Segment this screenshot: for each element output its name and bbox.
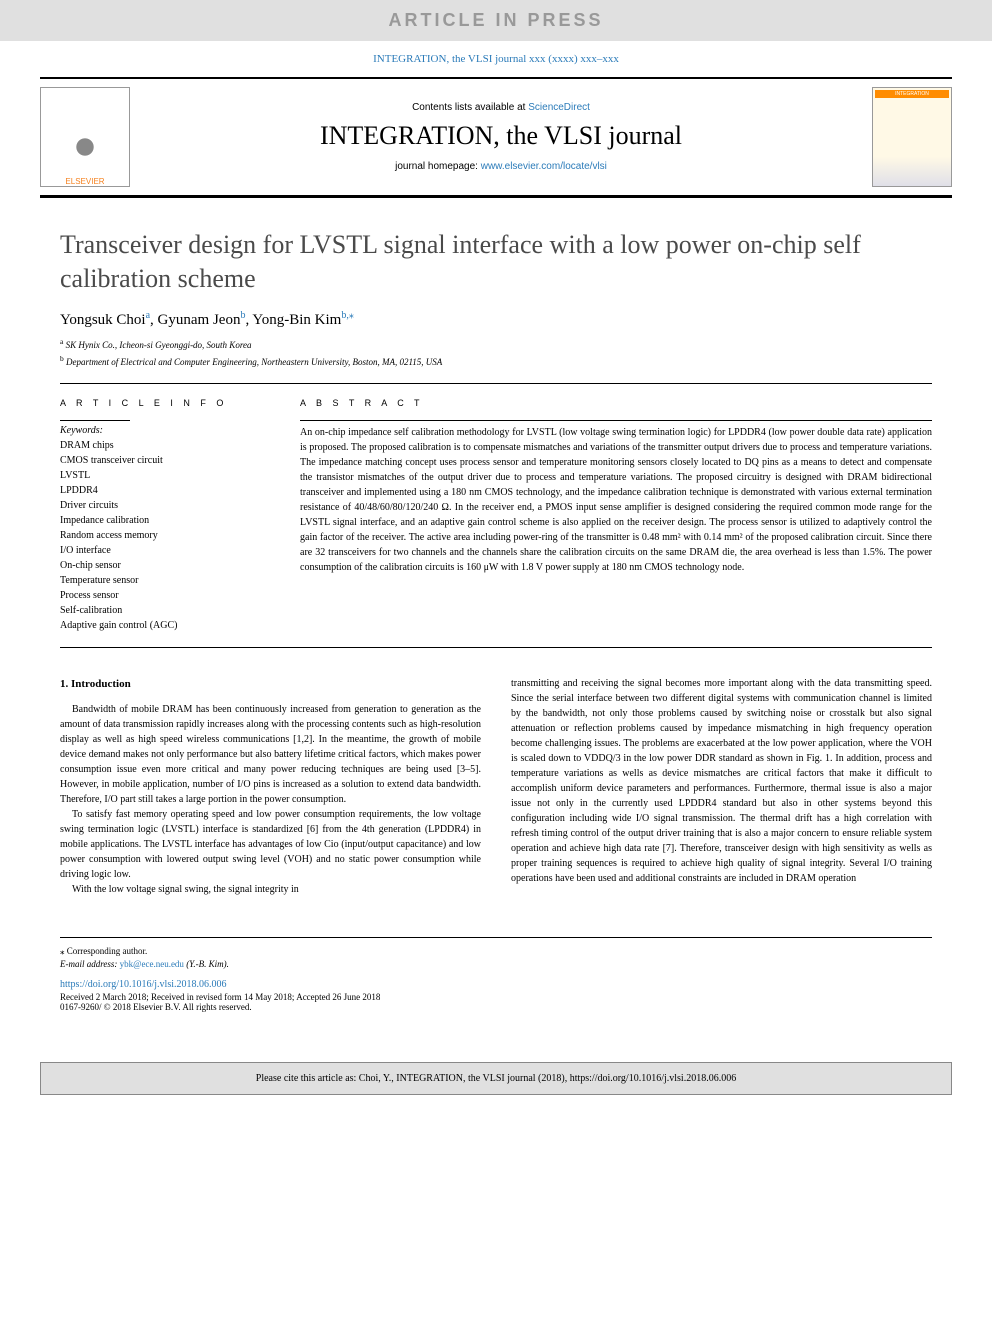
corresponding-author-note: ⁎ Corresponding author.: [60, 946, 932, 957]
body-para-4: transmitting and receiving the signal be…: [511, 676, 932, 886]
keywords-label: Keywords:: [60, 425, 260, 436]
keyword-item: I/O interface: [60, 543, 260, 558]
author-1-affil: a: [146, 310, 150, 321]
info-abstract-row: A R T I C L E I N F O Keywords: DRAM chi…: [60, 383, 932, 648]
publisher-name: ELSEVIER: [65, 177, 104, 186]
affiliation-a: a SK Hynix Co., Icheon-si Gyeonggi-do, S…: [60, 337, 932, 350]
keywords-list: DRAM chipsCMOS transceiver circuitLVSTLL…: [60, 438, 260, 633]
body-para-1: Bandwidth of mobile DRAM has been contin…: [60, 702, 481, 807]
article-title: Transceiver design for LVSTL signal inte…: [60, 228, 932, 296]
info-divider: [60, 420, 130, 421]
keyword-item: Adaptive gain control (AGC): [60, 618, 260, 633]
section-1-heading: 1. Introduction: [60, 676, 481, 693]
email-suffix: (Y.-B. Kim).: [184, 959, 229, 969]
author-3: Yong-Bin Kim: [252, 312, 341, 328]
abstract-divider: [300, 420, 932, 421]
affil-a-sup: a: [60, 337, 63, 346]
journal-reference-line: INTEGRATION, the VLSI journal xxx (xxxx)…: [0, 41, 992, 77]
body-column-left: 1. Introduction Bandwidth of mobile DRAM…: [60, 676, 481, 898]
homepage-link[interactable]: www.elsevier.com/locate/vlsi: [481, 161, 607, 172]
keyword-item: Impedance calibration: [60, 513, 260, 528]
sciencedirect-link[interactable]: ScienceDirect: [528, 102, 590, 113]
citation-box: Please cite this article as: Choi, Y., I…: [40, 1062, 952, 1095]
contents-prefix: Contents lists available at: [412, 102, 528, 113]
body-para-3: With the low voltage signal swing, the s…: [60, 882, 481, 897]
doi-link[interactable]: https://doi.org/10.1016/j.vlsi.2018.06.0…: [60, 979, 227, 990]
abstract-text: An on-chip impedance self calibration me…: [300, 425, 932, 575]
cover-badge: INTEGRATION: [875, 90, 949, 98]
email-link[interactable]: ybk@ece.neu.edu: [120, 959, 184, 969]
homepage-prefix: journal homepage:: [395, 161, 481, 172]
article-info-column: A R T I C L E I N F O Keywords: DRAM chi…: [60, 398, 260, 633]
author-2: Gyunam Jeon: [158, 312, 241, 328]
article-content: Transceiver design for LVSTL signal inte…: [0, 198, 992, 1042]
author-3-affil: b,: [341, 310, 349, 321]
body-two-column: 1. Introduction Bandwidth of mobile DRAM…: [60, 676, 932, 898]
authors-line: Yongsuk Choia, Gyunam Jeonb, Yong-Bin Ki…: [60, 310, 932, 329]
email-label: E-mail address:: [60, 959, 120, 969]
keyword-item: DRAM chips: [60, 438, 260, 453]
keyword-item: On-chip sensor: [60, 558, 260, 573]
copyright-line: 0167-9260/ © 2018 Elsevier B.V. All righ…: [60, 1002, 932, 1012]
author-1: Yongsuk Choi: [60, 312, 146, 328]
keyword-item: CMOS transceiver circuit: [60, 453, 260, 468]
homepage-line: journal homepage: www.elsevier.com/locat…: [130, 161, 872, 172]
journal-header: ELSEVIER Contents lists available at Sci…: [40, 77, 952, 198]
keyword-item: Process sensor: [60, 588, 260, 603]
contents-list-line: Contents lists available at ScienceDirec…: [130, 102, 872, 113]
body-column-right: transmitting and receiving the signal be…: [511, 676, 932, 898]
affiliation-b: b Department of Electrical and Computer …: [60, 354, 932, 367]
elsevier-tree-icon: [55, 117, 115, 177]
received-dates: Received 2 March 2018; Received in revis…: [60, 992, 932, 1002]
author-2-affil: b: [240, 310, 245, 321]
header-center: Contents lists available at ScienceDirec…: [130, 102, 872, 172]
article-in-press-banner: ARTICLE IN PRESS: [0, 0, 992, 41]
affil-b-text: Department of Electrical and Computer En…: [66, 357, 442, 367]
publisher-logo: ELSEVIER: [40, 87, 130, 187]
affil-b-sup: b: [60, 354, 64, 363]
keyword-item: Self-calibration: [60, 603, 260, 618]
email-line: E-mail address: ybk@ece.neu.edu (Y.-B. K…: [60, 959, 932, 969]
keyword-item: LPDDR4: [60, 483, 260, 498]
keyword-item: Temperature sensor: [60, 573, 260, 588]
body-para-2: To satisfy fast memory operating speed a…: [60, 807, 481, 882]
journal-cover-thumbnail: INTEGRATION: [872, 87, 952, 187]
article-info-header: A R T I C L E I N F O: [60, 398, 260, 408]
keyword-item: Driver circuits: [60, 498, 260, 513]
abstract-header: A B S T R A C T: [300, 398, 932, 408]
keyword-item: LVSTL: [60, 468, 260, 483]
footer-area: ⁎ Corresponding author. E-mail address: …: [60, 937, 932, 1012]
affil-a-text: SK Hynix Co., Icheon-si Gyeonggi-do, Sou…: [66, 340, 252, 350]
abstract-column: A B S T R A C T An on-chip impedance sel…: [300, 398, 932, 633]
corresponding-star: ⁎: [349, 310, 354, 321]
keyword-item: Random access memory: [60, 528, 260, 543]
journal-name: INTEGRATION, the VLSI journal: [130, 121, 872, 151]
